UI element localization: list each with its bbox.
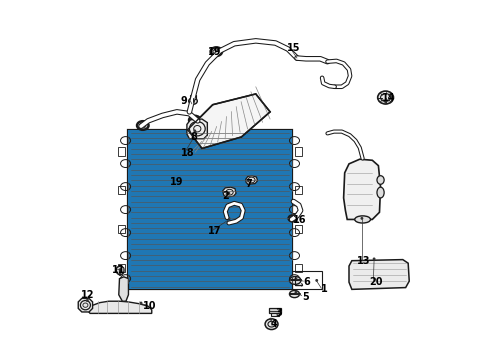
- Ellipse shape: [377, 176, 384, 184]
- Text: 13: 13: [357, 256, 371, 266]
- Text: 15: 15: [287, 43, 300, 53]
- Bar: [295, 186, 302, 194]
- Text: 17: 17: [208, 226, 221, 236]
- Ellipse shape: [361, 217, 364, 220]
- Ellipse shape: [384, 102, 387, 105]
- Bar: [271, 313, 279, 316]
- Ellipse shape: [355, 216, 370, 223]
- Text: 1: 1: [320, 284, 327, 294]
- Ellipse shape: [293, 214, 296, 217]
- Bar: [295, 225, 302, 233]
- Polygon shape: [119, 277, 128, 301]
- Ellipse shape: [294, 291, 297, 294]
- Bar: [118, 225, 125, 233]
- Bar: [292, 271, 322, 289]
- Bar: [118, 186, 125, 194]
- Polygon shape: [78, 298, 93, 312]
- Bar: [128, 130, 292, 289]
- Ellipse shape: [140, 302, 143, 305]
- Bar: [295, 147, 302, 156]
- Ellipse shape: [227, 192, 230, 195]
- Ellipse shape: [315, 279, 318, 282]
- Ellipse shape: [247, 179, 250, 181]
- Bar: [191, 95, 196, 99]
- Ellipse shape: [119, 268, 122, 271]
- Bar: [118, 264, 125, 272]
- Text: 4: 4: [270, 319, 277, 329]
- Ellipse shape: [294, 277, 297, 280]
- Text: 20: 20: [369, 277, 383, 287]
- Text: 7: 7: [245, 179, 252, 189]
- Ellipse shape: [295, 56, 298, 59]
- Text: 3: 3: [276, 309, 282, 318]
- Text: 19: 19: [208, 46, 221, 57]
- Polygon shape: [223, 187, 236, 197]
- Ellipse shape: [278, 309, 281, 312]
- Polygon shape: [187, 119, 207, 139]
- Text: 8: 8: [191, 132, 197, 142]
- Text: 18: 18: [181, 148, 195, 158]
- Text: 5: 5: [302, 292, 309, 302]
- Bar: [128, 130, 292, 289]
- Bar: [295, 264, 302, 272]
- Bar: [118, 147, 125, 156]
- Ellipse shape: [194, 130, 196, 132]
- Ellipse shape: [86, 299, 89, 302]
- Ellipse shape: [228, 217, 231, 220]
- Ellipse shape: [290, 291, 299, 298]
- Text: 19: 19: [170, 177, 184, 187]
- Ellipse shape: [373, 257, 375, 260]
- Ellipse shape: [378, 91, 393, 104]
- Bar: [269, 309, 280, 314]
- Ellipse shape: [189, 98, 197, 104]
- Polygon shape: [117, 266, 124, 275]
- Ellipse shape: [290, 276, 301, 284]
- Ellipse shape: [117, 266, 124, 275]
- Text: 6: 6: [303, 277, 310, 287]
- Text: 16: 16: [293, 215, 306, 225]
- Text: 10: 10: [143, 301, 157, 311]
- Text: 9: 9: [181, 96, 187, 106]
- Text: 11: 11: [112, 265, 125, 275]
- Polygon shape: [188, 94, 270, 148]
- Ellipse shape: [265, 319, 278, 329]
- Ellipse shape: [191, 102, 194, 105]
- Text: 14: 14: [382, 93, 396, 103]
- Polygon shape: [343, 159, 381, 220]
- Polygon shape: [87, 301, 152, 314]
- Ellipse shape: [377, 187, 384, 198]
- Ellipse shape: [192, 136, 195, 139]
- Text: 12: 12: [81, 291, 95, 301]
- Polygon shape: [349, 260, 409, 289]
- Ellipse shape: [270, 318, 272, 320]
- Text: 2: 2: [222, 191, 229, 201]
- Polygon shape: [245, 176, 258, 184]
